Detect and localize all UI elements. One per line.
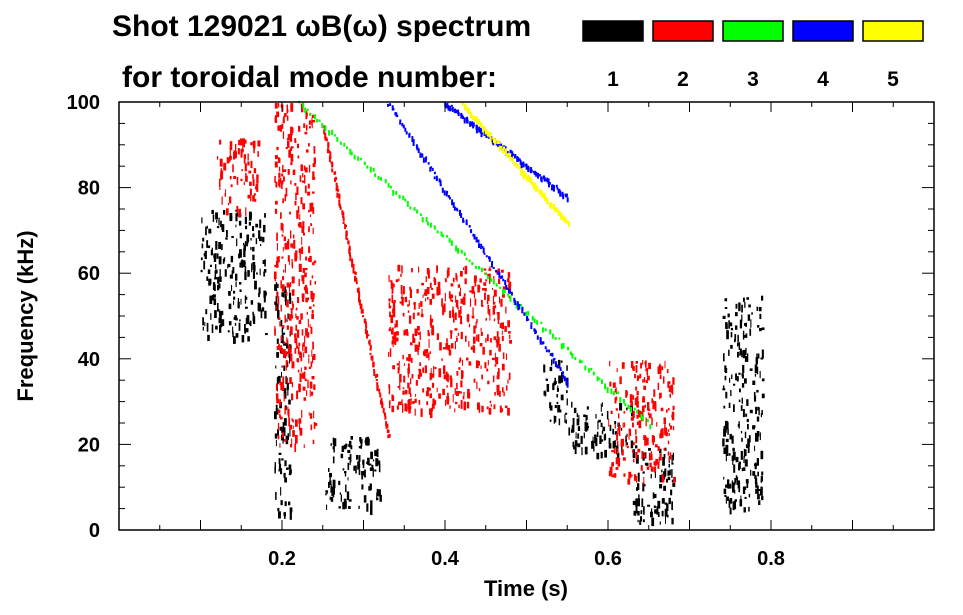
legend-label-4: 4	[817, 68, 829, 91]
y-tick-label: 80	[78, 178, 100, 200]
chart-title-line1: Shot 129021 ωB(ω) spectrum	[112, 10, 531, 43]
spectral-band-mode-3	[298, 100, 652, 430]
y-tick-label: 100	[67, 92, 100, 114]
legend: 1 2 3 4 5	[582, 20, 924, 91]
legend-swatch-3	[722, 20, 784, 42]
legend-label-2: 2	[677, 68, 689, 91]
plot-marks	[200, 100, 765, 527]
y-axis-title: Frequency (kHz)	[13, 230, 38, 401]
legend-label-3: 3	[747, 68, 759, 91]
legend-label-5: 5	[887, 68, 899, 91]
legend-label-1: 1	[607, 68, 619, 91]
spectral-band-mode-5	[461, 101, 570, 227]
y-tick-label: 60	[78, 263, 100, 285]
spectral-region-mode-1	[200, 209, 268, 344]
spectral-region-mode-2	[273, 103, 318, 452]
y-tick-label: 20	[78, 434, 100, 456]
legend-swatch-1	[582, 20, 644, 42]
spectral-region-mode-1	[722, 295, 765, 515]
legend-swatch-4	[792, 20, 854, 42]
spectral-region-mode-1	[274, 282, 293, 520]
x-tick-label: 0.8	[757, 548, 785, 570]
x-tick-label: 0.2	[268, 548, 296, 570]
legend-swatch-5	[862, 20, 924, 42]
chart-title-line2: for toroidal mode number:	[122, 61, 497, 94]
spectral-band-mode-4	[444, 101, 569, 203]
spectral-region-mode-2	[388, 264, 512, 419]
spectral-band-mode-2	[323, 125, 391, 439]
y-tick-label: 40	[78, 349, 100, 371]
x-tick-label: 0.6	[594, 548, 622, 570]
spectral-region-mode-2	[216, 138, 261, 218]
axis-ticks: 0.2 0.4 0.6 0.8 0 20 40 60 80 100	[67, 92, 934, 570]
spectral-region-mode-2	[608, 360, 676, 485]
y-tick-label: 0	[89, 520, 100, 542]
legend-swatch-2	[652, 20, 714, 42]
spectral-band-mode-4	[387, 103, 569, 388]
x-tick-label: 0.4	[431, 548, 460, 570]
x-axis-title: Time (s)	[484, 576, 568, 601]
spectral-region-mode-1	[325, 436, 382, 516]
